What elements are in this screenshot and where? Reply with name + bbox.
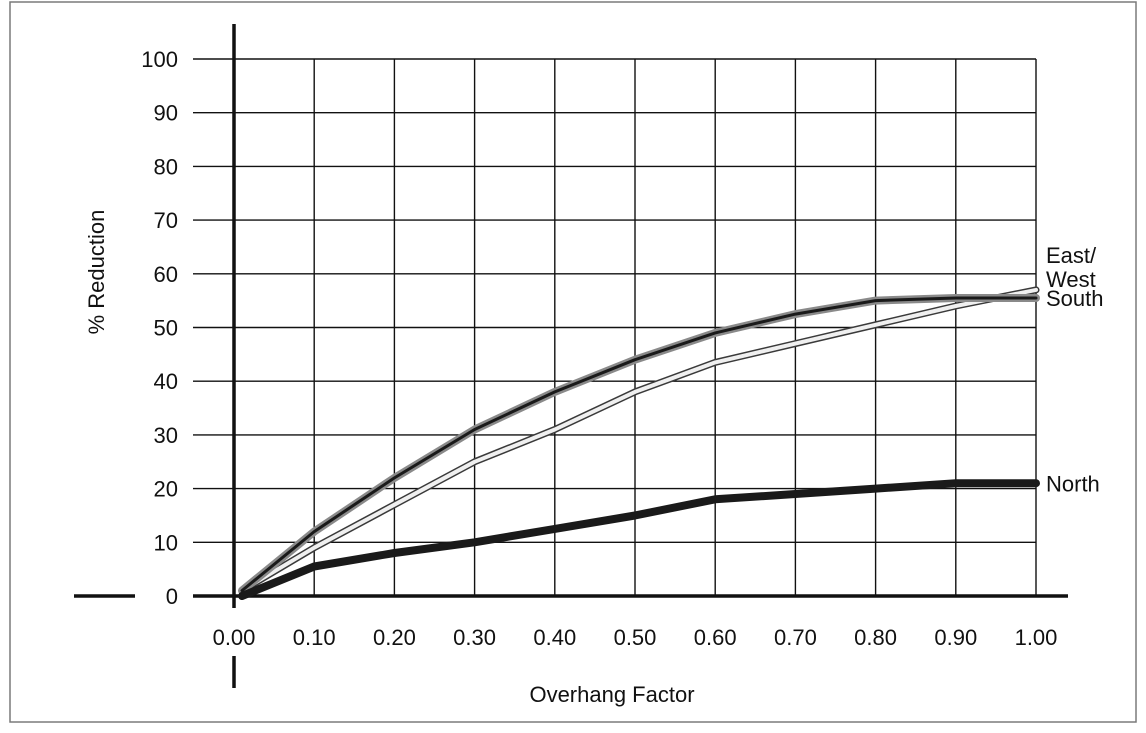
y-tick-label: 20 xyxy=(154,477,178,502)
x-tick-label: 0.80 xyxy=(854,625,897,650)
x-tick-label: 0.10 xyxy=(293,625,336,650)
series-line xyxy=(238,286,1040,595)
x-tick-label: 0.00 xyxy=(213,625,256,650)
axes xyxy=(74,24,1068,688)
x-axis-title: Overhang Factor xyxy=(529,682,694,707)
x-tick-label: 1.00 xyxy=(1015,625,1058,650)
y-tick-label: 10 xyxy=(154,530,178,555)
y-tick-label: 90 xyxy=(154,101,178,126)
y-tick-label: 50 xyxy=(154,316,178,341)
y-tick-label: 80 xyxy=(154,154,178,179)
x-tick-label: 0.30 xyxy=(453,625,496,650)
series-label: South xyxy=(1046,286,1104,311)
x-tick-label: 0.50 xyxy=(614,625,657,650)
y-tick-label: 40 xyxy=(154,369,178,394)
y-tick-label: 0 xyxy=(166,584,178,609)
x-tick-label: 0.90 xyxy=(934,625,977,650)
x-tick-label: 0.60 xyxy=(694,625,737,650)
series-line xyxy=(238,294,1040,595)
series-line xyxy=(240,296,1038,593)
series-line xyxy=(240,287,1038,593)
series-label: East/West xyxy=(1046,243,1097,292)
series-label: North xyxy=(1046,471,1100,496)
series-south xyxy=(238,294,1040,595)
chart-frame xyxy=(9,1,1137,723)
y-tick-label: 100 xyxy=(141,47,178,72)
x-tick-label: 0.20 xyxy=(373,625,416,650)
cropped-top-heading xyxy=(11,3,1135,4)
series-eastwest xyxy=(238,286,1040,595)
x-tick-label: 0.40 xyxy=(533,625,576,650)
y-tick-label: 60 xyxy=(154,262,178,287)
y-tick-label: 70 xyxy=(154,208,178,233)
series-line xyxy=(238,479,1040,600)
y-tick-label: 30 xyxy=(154,423,178,448)
y-axis-title: % Reduction xyxy=(84,210,109,335)
series-group xyxy=(238,286,1040,600)
series-north xyxy=(238,479,1040,600)
labels: Overhang Factor % Reduction 0 10 20 30 40 50 6… xyxy=(84,47,1104,707)
x-tick-label: 0.70 xyxy=(774,625,817,650)
